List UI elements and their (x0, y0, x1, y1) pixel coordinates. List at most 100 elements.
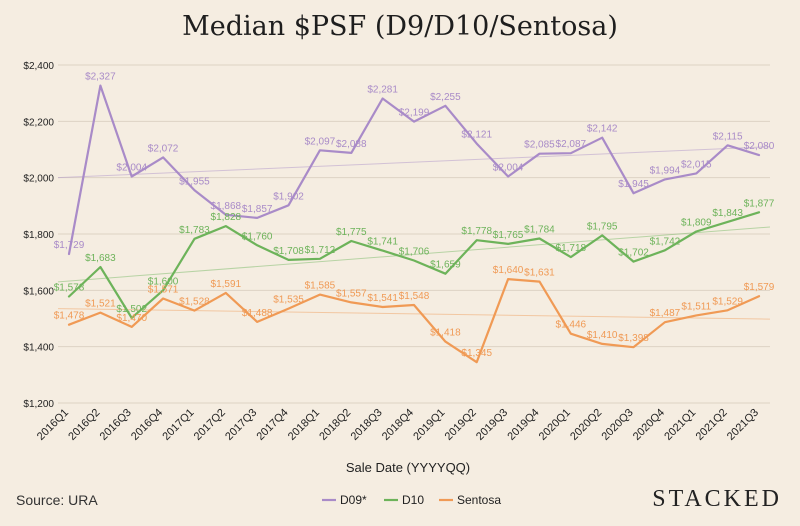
data-label: $1,557 (336, 288, 367, 299)
data-label: $1,902 (273, 191, 304, 202)
x-axis-title: Sale Date (YYYYQQ) (346, 460, 470, 475)
data-label: $1,778 (461, 226, 492, 237)
data-label: $1,702 (618, 248, 649, 259)
x-tick-label: 2021Q1 (662, 407, 698, 443)
data-label: $1,775 (336, 227, 367, 238)
data-label: $1,446 (556, 320, 587, 331)
data-label: $1,578 (54, 283, 85, 294)
data-label: $1,742 (650, 236, 681, 247)
x-tick-label: 2017Q4 (254, 407, 290, 443)
data-label: $1,640 (493, 265, 524, 276)
data-label: $2,004 (116, 163, 147, 174)
data-label: $2,087 (556, 139, 587, 150)
data-label: $1,410 (587, 330, 618, 341)
x-tick-label: 2018Q4 (380, 407, 416, 443)
series-line-sentosa (67, 278, 761, 364)
data-label: $2,015 (681, 159, 712, 170)
data-label: $1,398 (618, 333, 649, 344)
legend-label: Sentosa (457, 493, 501, 507)
data-label: $2,327 (85, 72, 116, 83)
data-label: $2,088 (336, 139, 367, 150)
data-label: $1,535 (273, 295, 304, 306)
data-label: $1,541 (367, 293, 398, 304)
data-label: $1,783 (179, 225, 210, 236)
data-label: $2,115 (713, 131, 743, 142)
data-label: $1,579 (744, 282, 775, 293)
data-label: $1,600 (148, 276, 179, 287)
data-label: $1,784 (524, 225, 555, 236)
data-label: $1,585 (305, 281, 336, 292)
data-label: $1,877 (744, 198, 775, 209)
x-tick-label: 2020Q3 (599, 407, 635, 443)
series-lines (67, 84, 761, 364)
data-label: $1,478 (54, 311, 85, 322)
x-tick-label: 2018Q2 (317, 407, 353, 443)
data-label: $1,683 (85, 253, 116, 264)
x-tick-label: 2017Q1 (160, 407, 196, 443)
brand-logo: STACKED (652, 486, 782, 512)
data-label: $1,945 (618, 179, 649, 190)
x-tick-label: 2016Q4 (129, 407, 165, 443)
x-tick-label: 2018Q1 (286, 407, 322, 443)
data-label: $2,080 (744, 141, 775, 152)
x-tick-label: 2019Q2 (443, 407, 479, 443)
data-label: $1,718 (556, 243, 587, 254)
y-tick-label: $1,200 (23, 399, 54, 410)
data-label: $2,004 (493, 163, 524, 174)
data-label: $1,795 (587, 221, 618, 232)
y-tick-label: $1,600 (23, 286, 54, 297)
data-label: $1,418 (430, 328, 461, 339)
data-label: $1,502 (116, 304, 147, 315)
legend: D09* D10 Sentosa (322, 493, 501, 507)
source-note: Source: URA (16, 492, 98, 508)
data-label: $1,631 (524, 268, 555, 279)
data-label: $2,085 (524, 140, 555, 151)
x-tick-label: 2019Q1 (411, 407, 447, 443)
data-label: $1,708 (273, 246, 304, 257)
x-tick-label: 2020Q1 (537, 407, 573, 443)
data-label: $1,528 (179, 297, 210, 308)
data-label: $2,281 (367, 85, 398, 96)
data-label: $2,097 (305, 136, 336, 147)
data-label: $1,955 (179, 176, 210, 187)
data-label: $1,488 (242, 308, 273, 319)
data-label: $1,994 (650, 165, 681, 176)
data-label: $1,548 (399, 291, 430, 302)
data-label: $1,521 (85, 299, 116, 310)
data-label: $2,142 (587, 124, 618, 135)
data-label: $1,868 (211, 201, 242, 212)
y-tick-label: $1,400 (23, 343, 54, 354)
data-label: $1,659 (430, 260, 461, 271)
x-tick-label: 2021Q3 (725, 407, 761, 443)
y-tick-label: $2,400 (23, 61, 54, 72)
data-label: $2,199 (399, 108, 430, 119)
data-labels: $1,729$2,327$2,004$2,072$1,955$1,868 $1,8… (54, 72, 775, 360)
x-tick-label: 2017Q3 (223, 407, 259, 443)
data-label: $1,345 (461, 348, 492, 359)
data-label: $1,470 (116, 313, 147, 324)
legend-label: D10 (402, 493, 424, 507)
data-label: $1,857 (242, 204, 273, 215)
data-label: $1,843 (712, 208, 743, 219)
series-line-d09 (67, 84, 761, 256)
x-tick-label: 2021Q2 (694, 407, 730, 443)
data-label: $2,255 (430, 92, 461, 103)
data-label: $1,591 (211, 279, 242, 290)
data-label: $1,760 (242, 231, 273, 242)
data-label: $1,729 (54, 240, 85, 251)
data-label: $1,571 (148, 285, 179, 296)
data-label: $2,121 (461, 130, 492, 141)
data-label: $1,765 (493, 230, 524, 241)
chart-title: Median $PSF (D9/D10/Sentosa) (182, 11, 618, 42)
data-label: $1,511 (681, 301, 711, 312)
trendline-sentosa (57, 308, 771, 320)
x-tick-label: 2018Q3 (349, 407, 385, 443)
x-tick-label: 2019Q3 (474, 407, 510, 443)
axes: $1,200 $1,400 $1,600 $1,800 $2,000 $2,200 $2,4… (23, 61, 761, 443)
series-line-d10 (67, 211, 761, 319)
x-tick-label: 2019Q4 (505, 407, 541, 443)
y-tick-label: $1,800 (23, 230, 54, 241)
x-tick-label: 2016Q2 (66, 407, 102, 443)
x-tick-label: 2020Q4 (631, 407, 667, 443)
